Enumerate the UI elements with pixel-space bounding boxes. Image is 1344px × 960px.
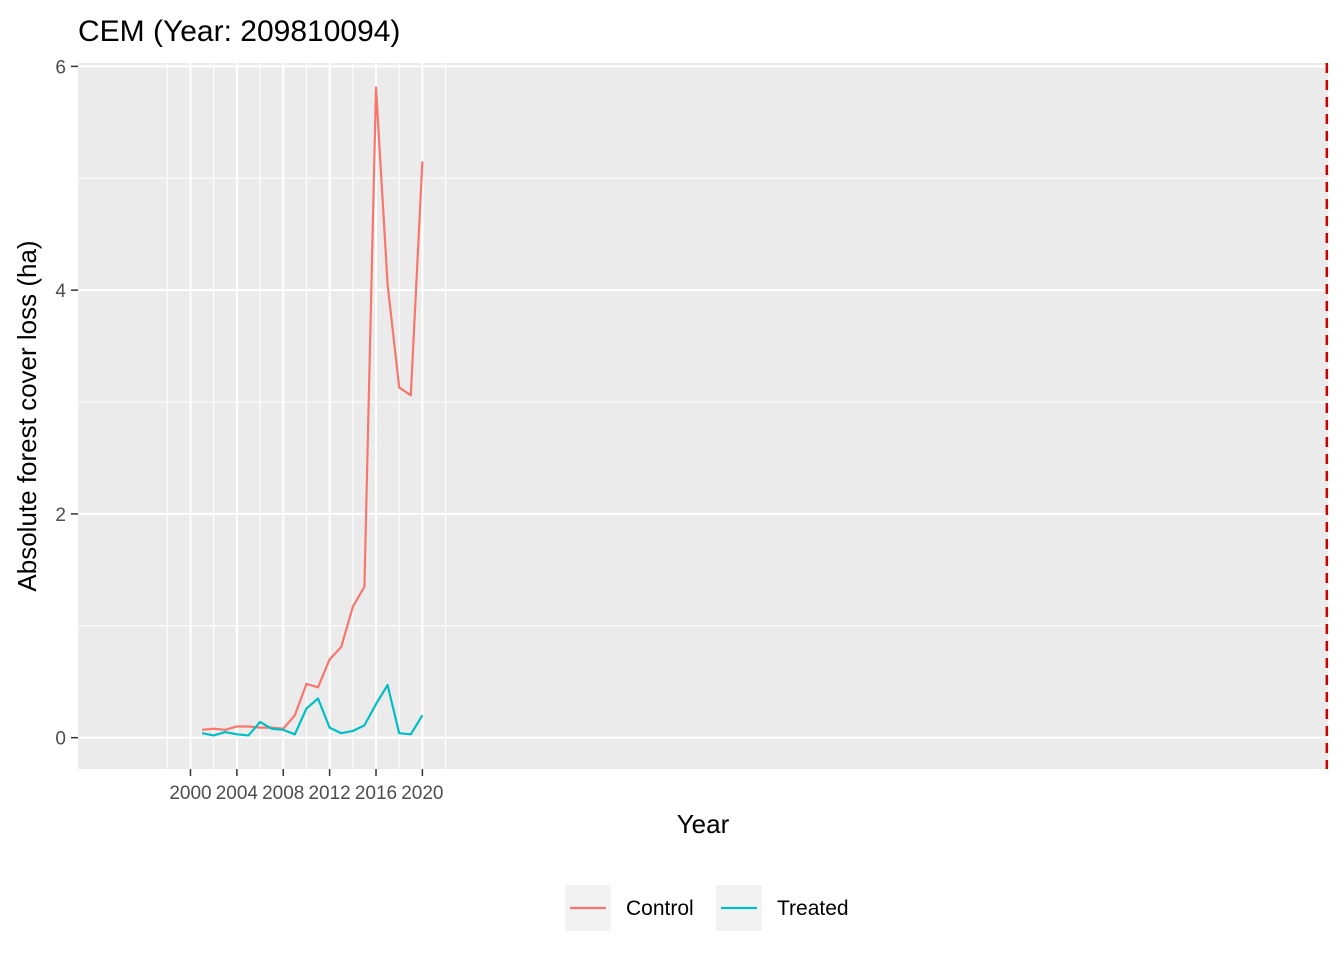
x-axis: 2000 2004 2008 2012 2016 2020 — [169, 769, 444, 804]
legend-label-treated: Treated — [777, 897, 849, 920]
x-tick-label: 2008 — [262, 783, 304, 804]
x-tick-label: 2004 — [216, 783, 259, 804]
series-layer — [201, 86, 424, 737]
series-line-treated — [201, 683, 424, 737]
y-axis-title: Absolute forest cover loss (ha) — [12, 240, 42, 591]
y-tick-label: 0 — [55, 729, 66, 750]
major-grid — [78, 63, 1328, 769]
legend: Control Treated — [565, 885, 849, 931]
x-tick-label: 2020 — [401, 783, 443, 804]
y-axis: 0 2 4 6 — [55, 57, 78, 750]
y-tick-label: 4 — [55, 281, 66, 302]
x-tick-label: 2012 — [308, 783, 350, 804]
y-tick-label: 6 — [55, 57, 66, 78]
x-tick-label: 2016 — [355, 783, 397, 804]
plot-panel — [78, 63, 1328, 769]
x-axis-title: Year — [677, 809, 730, 839]
y-tick-label: 2 — [55, 505, 66, 526]
legend-label-control: Control — [626, 897, 694, 920]
x-tick-label: 2000 — [169, 783, 211, 804]
series-line-control — [201, 86, 424, 731]
chart-title: CEM (Year: 209810094) — [78, 15, 400, 48]
minor-grid — [78, 63, 1328, 769]
